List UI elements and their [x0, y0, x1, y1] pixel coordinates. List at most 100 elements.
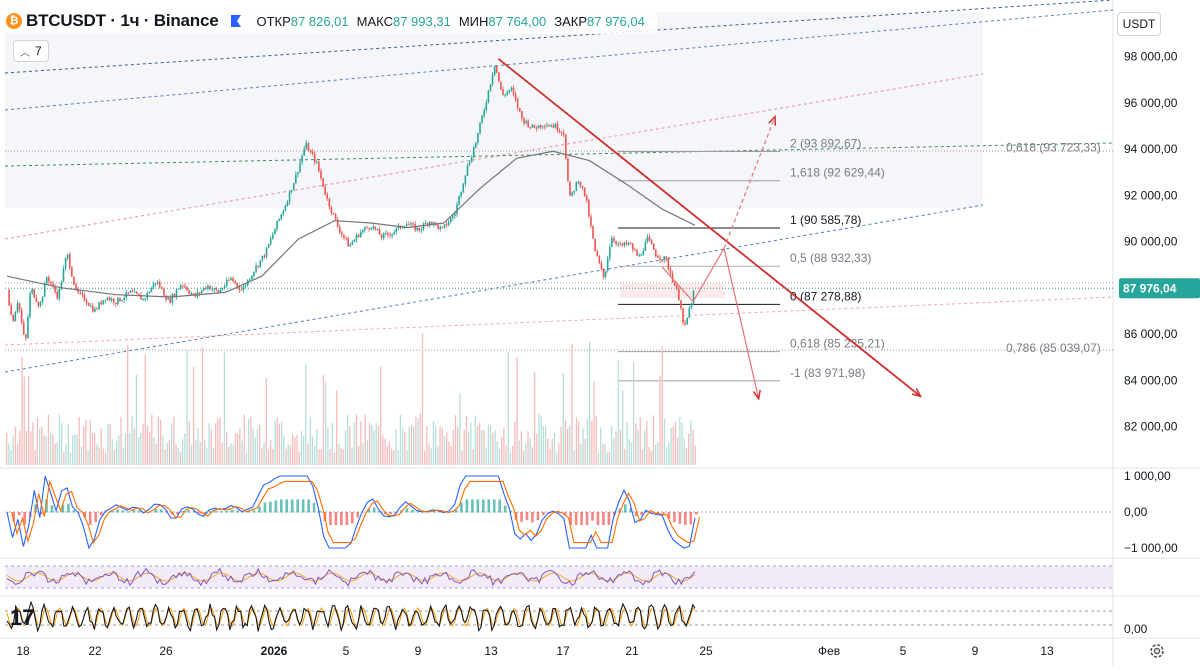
macd-histogram-bar	[105, 511, 108, 513]
macd-histogram-bar	[613, 512, 616, 516]
osc-y-tick: 0,00	[1124, 622, 1148, 636]
volume-bar	[274, 420, 276, 465]
volume-bar	[263, 442, 265, 465]
candle-body	[230, 278, 232, 281]
volume-bar	[47, 414, 50, 465]
candle-body	[401, 227, 404, 229]
candle-body	[678, 288, 680, 301]
y-tick-label: 86 000,00	[1124, 327, 1178, 341]
indicators-toggle[interactable]: ︿ 7	[13, 40, 49, 62]
candle-body	[673, 282, 676, 286]
volume-bar	[65, 444, 67, 465]
candle-body	[546, 125, 548, 127]
macd-histogram-bar	[520, 512, 523, 522]
candle-body	[638, 255, 640, 257]
volume-bar	[215, 422, 217, 465]
volume-bar	[39, 428, 41, 465]
candle-body	[286, 201, 289, 206]
currency-selector[interactable]: USDT	[1117, 12, 1161, 36]
volume-bar	[391, 448, 393, 465]
candle-body	[248, 279, 251, 281]
volume-bar	[74, 434, 76, 465]
volume-bar	[505, 446, 507, 465]
candle-body	[581, 185, 584, 188]
candle-body	[150, 287, 153, 293]
volume-bar	[452, 429, 454, 465]
candle-body	[364, 227, 366, 230]
candle-body	[129, 290, 132, 293]
volume-bar	[56, 442, 58, 465]
macd-histogram-bar	[596, 512, 600, 526]
volume-bar	[283, 435, 285, 465]
candle-body	[297, 172, 299, 175]
candle-body	[516, 99, 519, 108]
macd-histogram-bar	[585, 512, 589, 526]
volume-bar	[105, 452, 107, 465]
candle-body	[493, 65, 496, 75]
candle-body	[531, 124, 534, 128]
volume-bar	[591, 420, 593, 465]
candle-body	[667, 259, 670, 270]
flag-icon[interactable]	[229, 14, 243, 28]
macd-histogram-bar	[7, 512, 10, 513]
volume-bar	[230, 443, 232, 465]
candle-body	[142, 298, 144, 300]
candle-body	[274, 229, 276, 235]
candle-body	[207, 285, 209, 289]
volume-bar	[261, 448, 263, 465]
x-tick-label: 13	[484, 644, 498, 658]
candle-body	[14, 311, 17, 322]
volume-bar	[228, 446, 230, 465]
y-tick-label: 98 000,00	[1124, 50, 1178, 64]
volume-bar	[547, 439, 549, 465]
volume-bar	[615, 431, 617, 465]
candle-body	[92, 305, 94, 312]
volume-bar	[688, 433, 690, 465]
candle-body	[35, 297, 38, 302]
macd-histogram-bar	[88, 512, 92, 526]
candle-body	[202, 287, 205, 291]
macd-histogram-bar	[623, 504, 627, 513]
candle-body	[173, 294, 176, 297]
macd-histogram-bar	[247, 511, 250, 513]
volume-bar	[63, 452, 65, 465]
macd-histogram-bar	[94, 512, 97, 522]
volume-bar	[608, 452, 611, 465]
volume-bar	[571, 343, 573, 465]
candle-body	[680, 300, 682, 309]
gear-icon[interactable]	[1148, 642, 1166, 660]
candle-body	[650, 240, 653, 245]
candle-body	[60, 281, 63, 289]
projection-up-line	[723, 116, 776, 249]
macd-histogram-bar	[99, 512, 103, 516]
volume-bar	[393, 450, 395, 465]
candle-body	[8, 290, 10, 306]
high-label: МАКС	[356, 13, 393, 29]
volume-bar	[635, 423, 637, 465]
candle-body	[617, 243, 619, 245]
volume-bar	[562, 373, 564, 465]
trendline-arrowhead	[911, 388, 923, 398]
volume-bar	[109, 424, 111, 465]
candle-body	[33, 289, 36, 298]
candle-body	[156, 282, 159, 284]
candle-body	[452, 216, 454, 218]
volume-bar	[487, 424, 490, 465]
macd-histogram-bar	[356, 512, 360, 518]
candle-body	[112, 298, 115, 303]
candle-body	[177, 288, 180, 290]
candle-body	[182, 285, 184, 287]
candle-body	[259, 260, 262, 267]
fib-level-label: 0 (87 278,88)	[790, 289, 861, 303]
symbol-title[interactable]: BTCUSDT · 1ч · Binance	[26, 11, 219, 30]
volume-bar	[419, 413, 421, 465]
volume-bar	[85, 419, 87, 465]
volume-bar	[107, 423, 109, 465]
volume-bar	[144, 354, 146, 465]
volume-bar	[127, 344, 129, 465]
candle-body	[328, 198, 331, 208]
volume-bar	[685, 447, 688, 465]
volume-bar	[430, 448, 432, 465]
